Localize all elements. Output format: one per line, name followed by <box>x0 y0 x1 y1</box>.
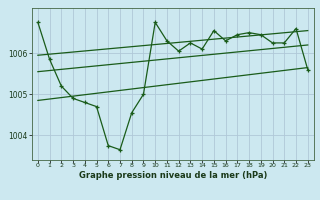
X-axis label: Graphe pression niveau de la mer (hPa): Graphe pression niveau de la mer (hPa) <box>79 171 267 180</box>
